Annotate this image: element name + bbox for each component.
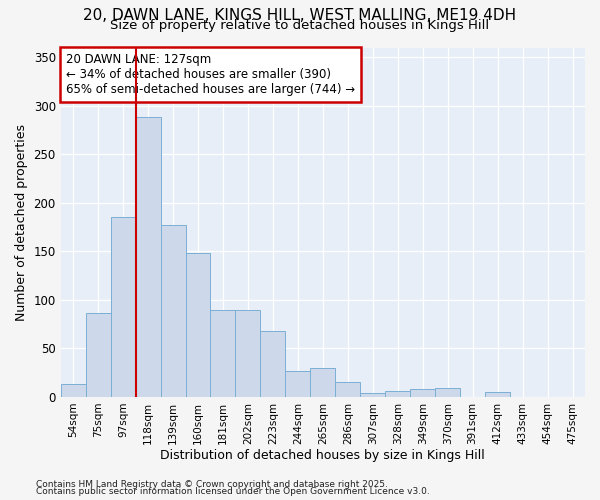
Bar — [485, 392, 510, 397]
Bar — [260, 331, 286, 397]
Text: Size of property relative to detached houses in Kings Hill: Size of property relative to detached ho… — [110, 18, 490, 32]
Bar — [335, 382, 360, 397]
X-axis label: Distribution of detached houses by size in Kings Hill: Distribution of detached houses by size … — [160, 450, 485, 462]
Bar — [161, 225, 185, 397]
Text: Contains public sector information licensed under the Open Government Licence v3: Contains public sector information licen… — [36, 488, 430, 496]
Bar — [385, 391, 410, 397]
Y-axis label: Number of detached properties: Number of detached properties — [15, 124, 28, 320]
Bar — [86, 312, 110, 397]
Bar — [235, 310, 260, 397]
Bar — [136, 118, 161, 397]
Text: 20 DAWN LANE: 127sqm
← 34% of detached houses are smaller (390)
65% of semi-deta: 20 DAWN LANE: 127sqm ← 34% of detached h… — [66, 52, 355, 96]
Text: 20, DAWN LANE, KINGS HILL, WEST MALLING, ME19 4DH: 20, DAWN LANE, KINGS HILL, WEST MALLING,… — [83, 8, 517, 22]
Bar — [185, 254, 211, 397]
Bar — [360, 393, 385, 397]
Bar — [211, 310, 235, 397]
Bar — [435, 388, 460, 397]
Bar — [61, 384, 86, 397]
Text: Contains HM Land Registry data © Crown copyright and database right 2025.: Contains HM Land Registry data © Crown c… — [36, 480, 388, 489]
Bar — [286, 370, 310, 397]
Bar — [110, 218, 136, 397]
Bar — [410, 389, 435, 397]
Bar — [310, 368, 335, 397]
